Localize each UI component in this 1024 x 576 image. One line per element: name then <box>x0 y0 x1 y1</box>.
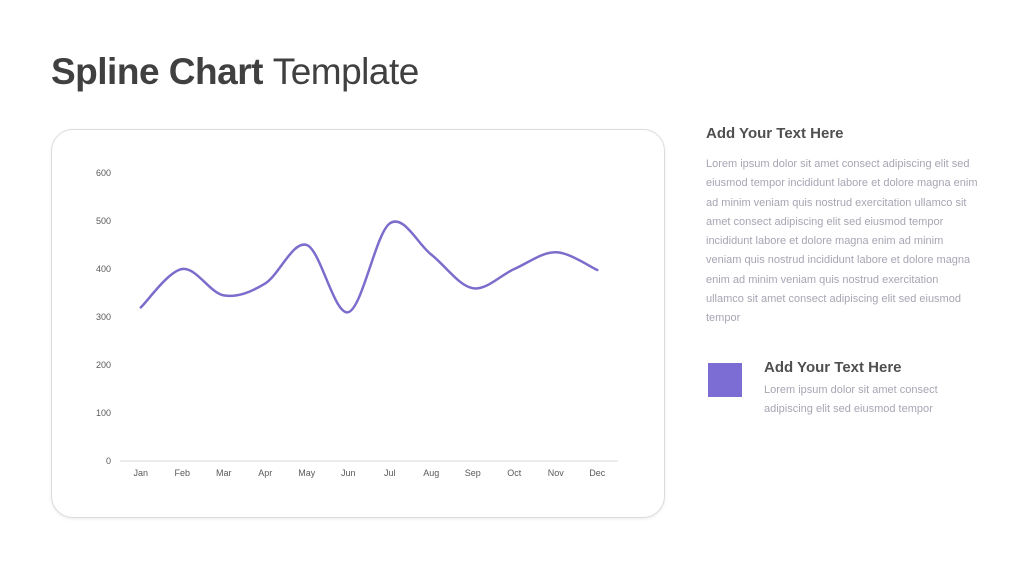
y-tick-label: 400 <box>96 264 111 274</box>
y-tick-label: 100 <box>96 408 111 418</box>
series-line <box>139 220 599 314</box>
x-tick-label: Sep <box>465 468 481 478</box>
x-tick-label: Feb <box>174 468 190 478</box>
y-tick-label: 300 <box>96 312 111 322</box>
x-tick-label: Jun <box>341 468 356 478</box>
title-light: Template <box>272 51 420 92</box>
x-tick-label: Dec <box>589 468 606 478</box>
y-tick-label: 600 <box>96 168 111 178</box>
x-tick-label: May <box>298 468 316 478</box>
x-tick-label: Mar <box>216 468 232 478</box>
legend-swatch <box>708 363 742 397</box>
x-tick-label: Oct <box>507 468 522 478</box>
spline-chart: 0 100 200 300 400 500 600 Jan Feb Mar Apr May Jun Ju… <box>96 168 618 478</box>
x-tick-label: Jul <box>384 468 396 478</box>
x-tick-label: Nov <box>548 468 565 478</box>
chart-card: 0 100 200 300 400 500 600 Jan Feb Mar Apr May Jun Ju… <box>51 129 665 518</box>
y-axis-ticks: 0 100 200 300 400 500 600 <box>96 168 111 466</box>
x-tick-label: Jan <box>133 468 148 478</box>
x-tick-label: Aug <box>423 468 439 478</box>
side-body-text: Lorem ipsum dolor sit amet consect adipi… <box>706 158 978 325</box>
y-tick-label: 0 <box>106 456 111 466</box>
title-bold: Spline Chart <box>51 51 263 92</box>
legend-body-text: Lorem ipsum dolor sit amet consect adipi… <box>764 384 938 416</box>
x-tick-label: Apr <box>258 468 272 478</box>
y-tick-label: 500 <box>96 216 111 226</box>
side-heading: Add Your Text Here <box>706 125 844 142</box>
slide-title: Spline Chart Template <box>51 50 419 94</box>
y-tick-label: 200 <box>96 360 111 370</box>
legend-heading: Add Your Text Here <box>764 359 902 376</box>
x-axis-ticks: Jan Feb Mar Apr May Jun Jul Aug Sep Oct Nov Dec <box>133 468 605 478</box>
